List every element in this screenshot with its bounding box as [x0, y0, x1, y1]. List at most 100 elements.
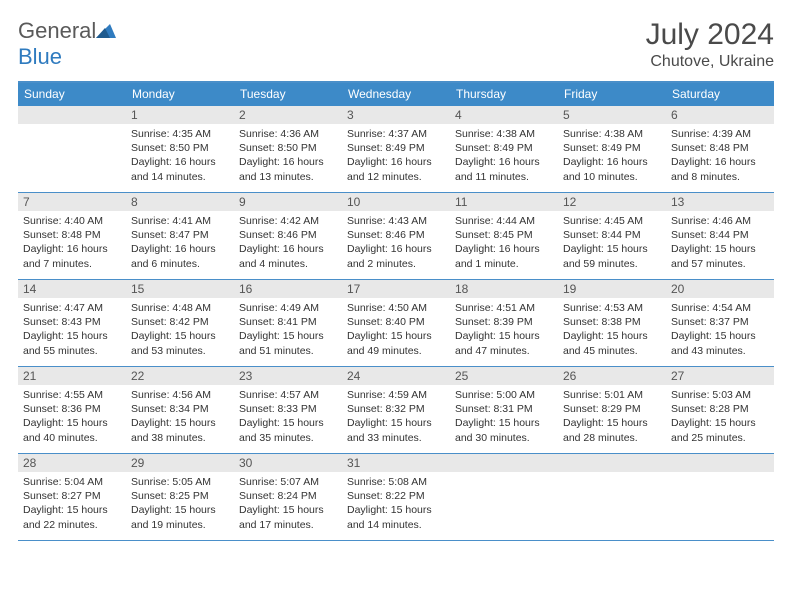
daylight-text: Daylight: 15 hours and 47 minutes. — [455, 329, 553, 357]
day-details: Sunrise: 5:07 AMSunset: 8:24 PMDaylight:… — [234, 472, 342, 536]
dow-thursday: Thursday — [450, 83, 558, 106]
sunrise-text: Sunrise: 5:04 AM — [23, 475, 121, 489]
daylight-text: Daylight: 15 hours and 30 minutes. — [455, 416, 553, 444]
day-details: Sunrise: 5:04 AMSunset: 8:27 PMDaylight:… — [18, 472, 126, 536]
daylight-text: Daylight: 15 hours and 51 minutes. — [239, 329, 337, 357]
day-number: 17 — [342, 280, 450, 298]
day-number: 7 — [18, 193, 126, 211]
daylight-text: Daylight: 16 hours and 7 minutes. — [23, 242, 121, 270]
day-cell: 16Sunrise: 4:49 AMSunset: 8:41 PMDayligh… — [234, 280, 342, 366]
day-details: Sunrise: 5:03 AMSunset: 8:28 PMDaylight:… — [666, 385, 774, 449]
day-cell: 10Sunrise: 4:43 AMSunset: 8:46 PMDayligh… — [342, 193, 450, 279]
day-number: 11 — [450, 193, 558, 211]
day-details: Sunrise: 4:53 AMSunset: 8:38 PMDaylight:… — [558, 298, 666, 362]
day-number: 15 — [126, 280, 234, 298]
day-number — [18, 106, 126, 124]
day-number: 5 — [558, 106, 666, 124]
day-cell: 7Sunrise: 4:40 AMSunset: 8:48 PMDaylight… — [18, 193, 126, 279]
daylight-text: Daylight: 15 hours and 55 minutes. — [23, 329, 121, 357]
day-number — [558, 454, 666, 472]
sunset-text: Sunset: 8:49 PM — [455, 141, 553, 155]
day-cell: 17Sunrise: 4:50 AMSunset: 8:40 PMDayligh… — [342, 280, 450, 366]
day-cell: 15Sunrise: 4:48 AMSunset: 8:42 PMDayligh… — [126, 280, 234, 366]
sunset-text: Sunset: 8:44 PM — [671, 228, 769, 242]
sunset-text: Sunset: 8:36 PM — [23, 402, 121, 416]
daylight-text: Daylight: 16 hours and 11 minutes. — [455, 155, 553, 183]
day-details: Sunrise: 4:50 AMSunset: 8:40 PMDaylight:… — [342, 298, 450, 362]
day-details: Sunrise: 4:38 AMSunset: 8:49 PMDaylight:… — [450, 124, 558, 188]
day-details: Sunrise: 4:40 AMSunset: 8:48 PMDaylight:… — [18, 211, 126, 275]
dow-sunday: Sunday — [18, 83, 126, 106]
daylight-text: Daylight: 15 hours and 59 minutes. — [563, 242, 661, 270]
sunrise-text: Sunrise: 4:44 AM — [455, 214, 553, 228]
sunset-text: Sunset: 8:38 PM — [563, 315, 661, 329]
daylight-text: Daylight: 16 hours and 4 minutes. — [239, 242, 337, 270]
daylight-text: Daylight: 15 hours and 38 minutes. — [131, 416, 229, 444]
day-cell: 9Sunrise: 4:42 AMSunset: 8:46 PMDaylight… — [234, 193, 342, 279]
day-number: 9 — [234, 193, 342, 211]
sunset-text: Sunset: 8:44 PM — [563, 228, 661, 242]
sunrise-text: Sunrise: 4:54 AM — [671, 301, 769, 315]
day-number: 26 — [558, 367, 666, 385]
day-number: 29 — [126, 454, 234, 472]
sunset-text: Sunset: 8:45 PM — [455, 228, 553, 242]
day-cell: 22Sunrise: 4:56 AMSunset: 8:34 PMDayligh… — [126, 367, 234, 453]
week-row: 28Sunrise: 5:04 AMSunset: 8:27 PMDayligh… — [18, 454, 774, 541]
day-details: Sunrise: 4:55 AMSunset: 8:36 PMDaylight:… — [18, 385, 126, 449]
sunrise-text: Sunrise: 4:49 AM — [239, 301, 337, 315]
day-cell: 13Sunrise: 4:46 AMSunset: 8:44 PMDayligh… — [666, 193, 774, 279]
day-number: 10 — [342, 193, 450, 211]
sunset-text: Sunset: 8:34 PM — [131, 402, 229, 416]
day-cell: 2Sunrise: 4:36 AMSunset: 8:50 PMDaylight… — [234, 106, 342, 192]
sunrise-text: Sunrise: 4:48 AM — [131, 301, 229, 315]
day-details: Sunrise: 4:48 AMSunset: 8:42 PMDaylight:… — [126, 298, 234, 362]
sunset-text: Sunset: 8:40 PM — [347, 315, 445, 329]
sunrise-text: Sunrise: 4:57 AM — [239, 388, 337, 402]
day-cell: 18Sunrise: 4:51 AMSunset: 8:39 PMDayligh… — [450, 280, 558, 366]
day-number: 27 — [666, 367, 774, 385]
sunset-text: Sunset: 8:48 PM — [23, 228, 121, 242]
sunrise-text: Sunrise: 4:38 AM — [455, 127, 553, 141]
day-details: Sunrise: 4:47 AMSunset: 8:43 PMDaylight:… — [18, 298, 126, 362]
day-details: Sunrise: 4:36 AMSunset: 8:50 PMDaylight:… — [234, 124, 342, 188]
day-details: Sunrise: 4:57 AMSunset: 8:33 PMDaylight:… — [234, 385, 342, 449]
day-cell: 8Sunrise: 4:41 AMSunset: 8:47 PMDaylight… — [126, 193, 234, 279]
day-cell — [666, 454, 774, 540]
day-number: 31 — [342, 454, 450, 472]
day-details: Sunrise: 4:45 AMSunset: 8:44 PMDaylight:… — [558, 211, 666, 275]
sunset-text: Sunset: 8:39 PM — [455, 315, 553, 329]
daylight-text: Daylight: 16 hours and 8 minutes. — [671, 155, 769, 183]
sunset-text: Sunset: 8:50 PM — [131, 141, 229, 155]
daylight-text: Daylight: 16 hours and 10 minutes. — [563, 155, 661, 183]
daylight-text: Daylight: 15 hours and 14 minutes. — [347, 503, 445, 531]
day-details: Sunrise: 4:46 AMSunset: 8:44 PMDaylight:… — [666, 211, 774, 275]
month-title: July 2024 — [646, 18, 774, 51]
sunrise-text: Sunrise: 4:51 AM — [455, 301, 553, 315]
sunset-text: Sunset: 8:22 PM — [347, 489, 445, 503]
day-cell: 1Sunrise: 4:35 AMSunset: 8:50 PMDaylight… — [126, 106, 234, 192]
sunrise-text: Sunrise: 4:37 AM — [347, 127, 445, 141]
day-cell: 5Sunrise: 4:38 AMSunset: 8:49 PMDaylight… — [558, 106, 666, 192]
day-details: Sunrise: 4:37 AMSunset: 8:49 PMDaylight:… — [342, 124, 450, 188]
header: GeneralBlue July 2024 Chutove, Ukraine — [18, 18, 774, 71]
sunrise-text: Sunrise: 4:53 AM — [563, 301, 661, 315]
day-details: Sunrise: 4:59 AMSunset: 8:32 PMDaylight:… — [342, 385, 450, 449]
daylight-text: Daylight: 15 hours and 33 minutes. — [347, 416, 445, 444]
week-row: 7Sunrise: 4:40 AMSunset: 8:48 PMDaylight… — [18, 193, 774, 280]
dow-monday: Monday — [126, 83, 234, 106]
sunrise-text: Sunrise: 4:43 AM — [347, 214, 445, 228]
dow-saturday: Saturday — [666, 83, 774, 106]
day-details: Sunrise: 4:41 AMSunset: 8:47 PMDaylight:… — [126, 211, 234, 275]
daylight-text: Daylight: 15 hours and 25 minutes. — [671, 416, 769, 444]
sunrise-text: Sunrise: 4:40 AM — [23, 214, 121, 228]
day-cell: 29Sunrise: 5:05 AMSunset: 8:25 PMDayligh… — [126, 454, 234, 540]
day-cell: 14Sunrise: 4:47 AMSunset: 8:43 PMDayligh… — [18, 280, 126, 366]
day-details: Sunrise: 4:56 AMSunset: 8:34 PMDaylight:… — [126, 385, 234, 449]
day-cell: 26Sunrise: 5:01 AMSunset: 8:29 PMDayligh… — [558, 367, 666, 453]
day-cell: 21Sunrise: 4:55 AMSunset: 8:36 PMDayligh… — [18, 367, 126, 453]
sunset-text: Sunset: 8:24 PM — [239, 489, 337, 503]
daylight-text: Daylight: 15 hours and 19 minutes. — [131, 503, 229, 531]
sunrise-text: Sunrise: 5:01 AM — [563, 388, 661, 402]
daylight-text: Daylight: 15 hours and 43 minutes. — [671, 329, 769, 357]
sunrise-text: Sunrise: 4:46 AM — [671, 214, 769, 228]
